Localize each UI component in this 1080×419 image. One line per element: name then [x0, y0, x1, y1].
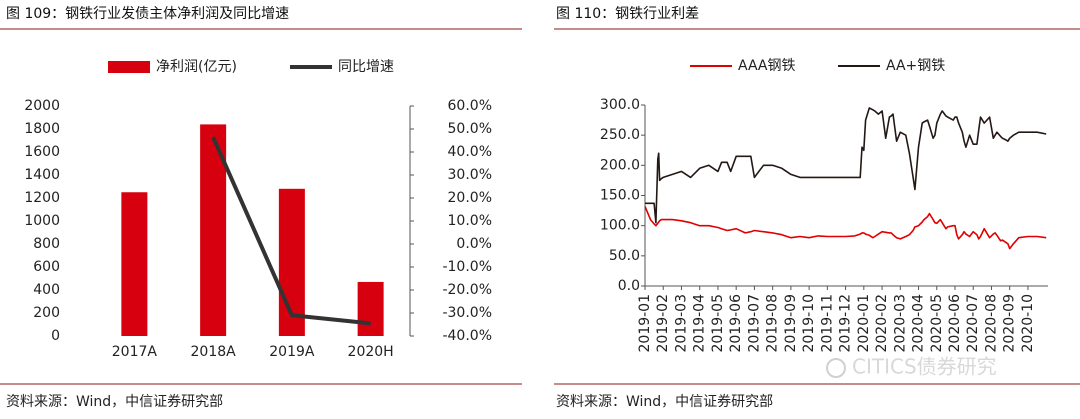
y-tick-label: 300.0 — [600, 97, 640, 113]
x-tick-label: 2020-06 — [947, 294, 963, 353]
x-tick-label: 2020-02 — [874, 294, 890, 353]
bar — [121, 192, 148, 336]
x-tick-label: 2020-05 — [929, 294, 945, 353]
line-series — [645, 107, 1047, 224]
y2-tick-label: 20.0% — [448, 190, 492, 206]
x-tick-label: 2020-03 — [892, 294, 908, 353]
legend-label: 净利润(亿元) — [156, 59, 237, 75]
y-tick-label: 2000 — [24, 98, 60, 114]
y2-tick-label: -30.0% — [442, 305, 492, 321]
legend-label: AAA钢铁 — [738, 58, 796, 74]
x-tick-label: 2019-02 — [655, 294, 671, 353]
y2-tick-label: -20.0% — [442, 282, 492, 298]
y-tick-label: 600 — [33, 259, 60, 275]
watermark-icon — [826, 358, 846, 378]
y-tick-label: 1000 — [24, 213, 60, 229]
y2-tick-label: 60.0% — [448, 98, 492, 114]
y-tick-label: 100.0 — [600, 218, 640, 234]
x-tick-label: 2019-06 — [728, 294, 744, 353]
y-tick-label: 50.0 — [609, 248, 640, 264]
y-tick-label: 1200 — [24, 190, 60, 206]
x-tick-label: 2019A — [269, 344, 315, 360]
y-tick-label: 400 — [33, 282, 60, 298]
y2-tick-label: 10.0% — [448, 213, 492, 229]
line-series — [644, 206, 1047, 250]
x-tick-label: 2019-11 — [819, 294, 835, 353]
x-tick-label: 2018A — [191, 344, 237, 360]
x-tick-label: 2019-01 — [637, 294, 653, 353]
y-tick-label: 0.0 — [618, 278, 640, 294]
y2-tick-label: -40.0% — [442, 328, 492, 344]
y-tick-label: 800 — [33, 236, 60, 252]
y-tick-label: 1800 — [24, 121, 60, 137]
x-tick-label: 2020-09 — [1002, 294, 1018, 353]
y2-tick-label: -10.0% — [442, 259, 492, 275]
x-tick-label: 2017A — [112, 344, 158, 360]
x-tick-label: 2019-08 — [765, 294, 781, 353]
x-tick-label: 2019-07 — [746, 294, 762, 353]
line-series — [211, 136, 371, 326]
y-tick-label: 1600 — [24, 144, 60, 160]
x-tick-label: 2020-04 — [911, 294, 927, 353]
x-tick-label: 2019-10 — [801, 294, 817, 353]
y2-tick-label: 40.0% — [448, 144, 492, 160]
x-tick-label: 2019-12 — [838, 294, 854, 353]
chart-title: 图 110：钢铁行业利差 — [556, 6, 699, 22]
source-note: 资料来源：Wind，中信证券研究部 — [6, 394, 223, 410]
x-tick-label: 2019-03 — [673, 294, 689, 353]
legend-swatch — [108, 61, 150, 73]
legend-label: AA+钢铁 — [886, 58, 945, 74]
y-tick-label: 1400 — [24, 167, 60, 183]
x-tick-label: 2020H — [348, 344, 394, 360]
x-tick-label: 2019-05 — [710, 294, 726, 353]
y-tick-label: 150.0 — [600, 188, 640, 204]
legend-label: 同比增速 — [338, 59, 394, 75]
x-tick-label: 2019-09 — [783, 294, 799, 353]
y2-tick-label: 0.0% — [456, 236, 492, 252]
source-note: 资料来源：Wind，中信证券研究部 — [556, 394, 773, 410]
x-tick-label: 2020-07 — [965, 294, 981, 353]
x-tick-label: 2020-10 — [1020, 294, 1036, 353]
chart-title: 图 109：钢铁行业发债主体净利润及同比增速 — [6, 6, 289, 22]
y-tick-label: 200 — [33, 305, 60, 321]
y2-tick-label: 30.0% — [448, 167, 492, 183]
watermark: CITICS债券研究 — [852, 355, 997, 379]
y-tick-label: 250.0 — [600, 127, 640, 143]
y-tick-label: 200.0 — [600, 157, 640, 173]
x-tick-label: 2020-08 — [983, 294, 999, 353]
y2-tick-label: 50.0% — [448, 121, 492, 137]
x-tick-label: 2020-01 — [856, 294, 872, 353]
bar — [357, 281, 384, 336]
x-tick-label: 2019-04 — [692, 294, 708, 353]
y-tick-label: 0 — [51, 328, 60, 344]
